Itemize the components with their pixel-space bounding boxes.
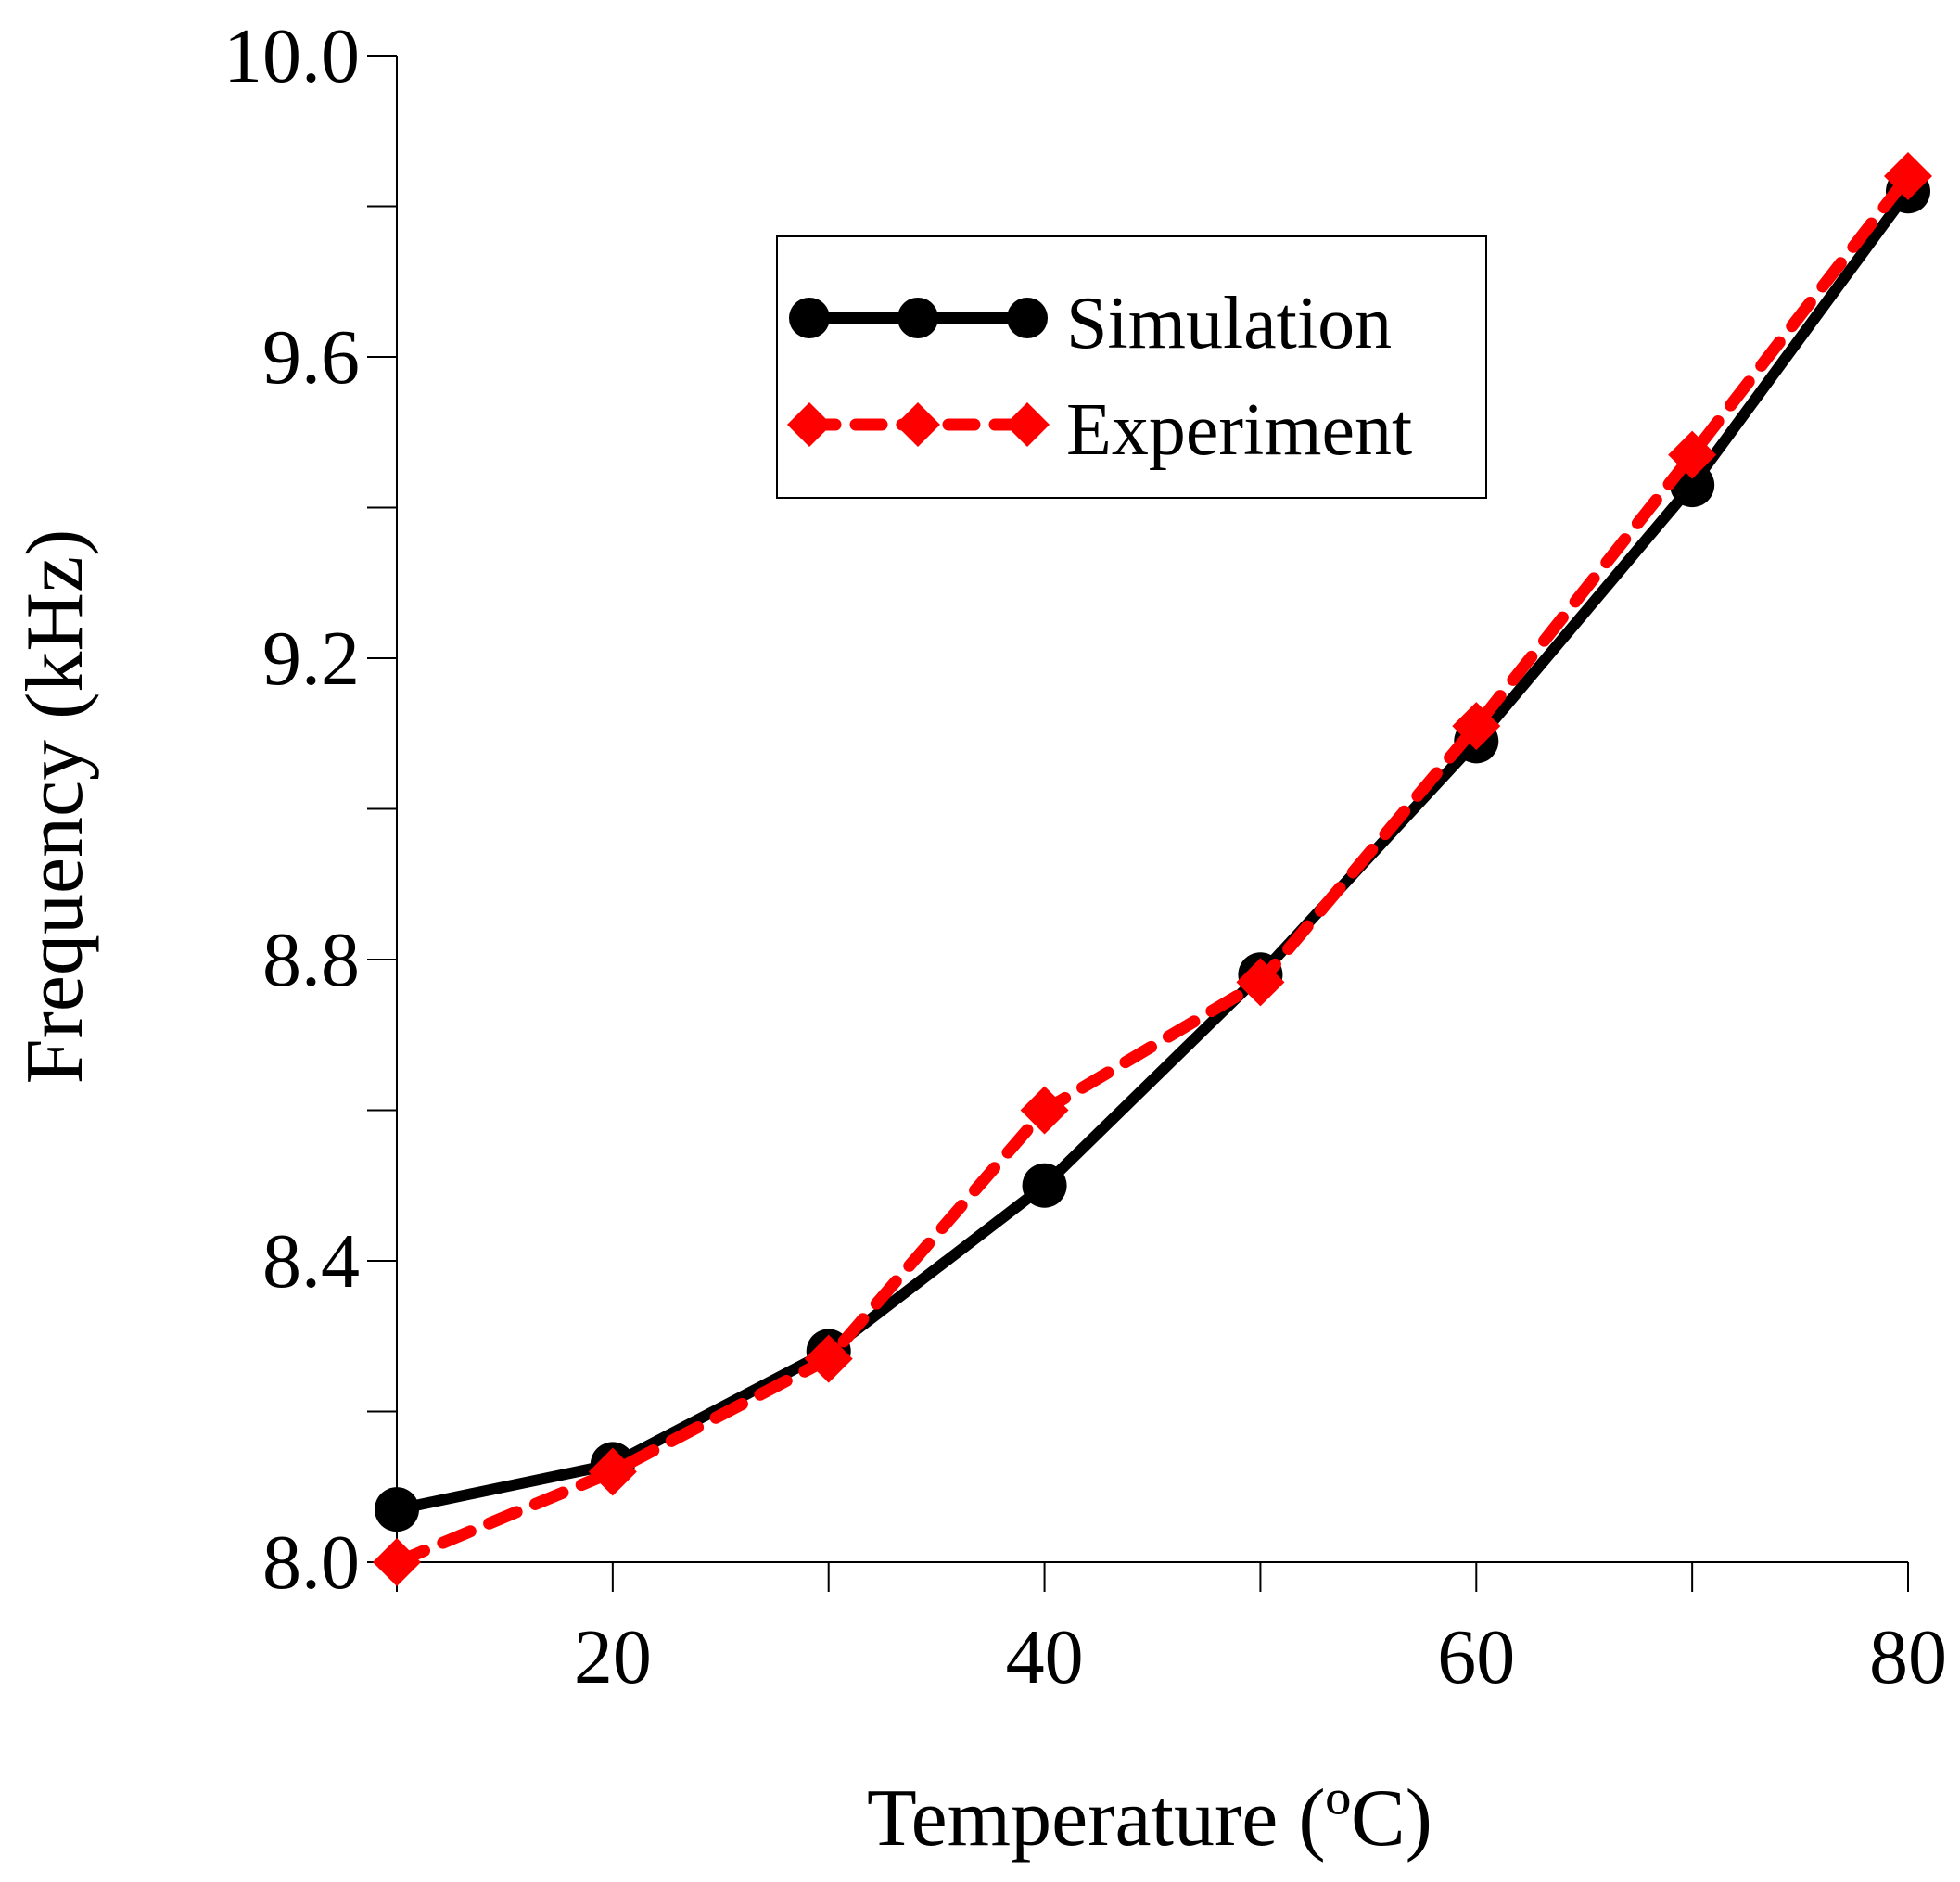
legend-marker-experiment: [896, 402, 940, 447]
y-tick-label: 8.8: [262, 917, 360, 1003]
y-tick-label: 9.6: [262, 314, 360, 401]
legend-marker-simulation: [789, 298, 830, 338]
y-tick-label: 8.0: [262, 1520, 360, 1606]
data-point-experiment: [1452, 702, 1501, 751]
data-point-experiment: [1236, 958, 1285, 1007]
x-tick-label: 80: [1869, 1614, 1947, 1700]
legend-label-experiment: Experiment: [1066, 389, 1412, 471]
data-point-simulation: [1022, 1163, 1067, 1208]
series-layer: [373, 152, 1932, 1586]
series-experiment: [373, 152, 1932, 1586]
y-tick-label: 10.0: [223, 13, 360, 99]
y-tick-label: 9.2: [262, 616, 360, 702]
data-point-experiment: [1020, 1086, 1069, 1135]
data-point-experiment: [1668, 430, 1717, 479]
x-tick-label: 20: [574, 1614, 652, 1700]
legend-item-simulation: Simulation: [789, 283, 1392, 364]
data-point-experiment: [1884, 152, 1932, 200]
legend: Simulation Experiment: [776, 235, 1487, 499]
series-line-simulation: [395, 187, 1913, 1515]
legend-marker-experiment: [1005, 402, 1050, 447]
ticks: 8.0 8.4 8.8 9.2 9.6 10.0 20 40 60 80: [223, 13, 1947, 1700]
y-axis-title: Frequency (kHz): [10, 529, 100, 1085]
data-point-simulation: [375, 1487, 419, 1532]
legend-item-experiment: Experiment: [787, 389, 1412, 471]
legend-marker-simulation: [897, 298, 938, 338]
legend-label-simulation: Simulation: [1066, 283, 1392, 364]
legend-box: [776, 235, 1487, 499]
x-axis-title: Temperature (ºC): [867, 1774, 1432, 1863]
legend-marker-experiment: [787, 402, 832, 447]
data-point-experiment: [588, 1447, 637, 1496]
x-tick-label: 40: [1006, 1614, 1084, 1700]
series-line-experiment: [390, 170, 1915, 1569]
y-tick-label: 8.4: [262, 1218, 360, 1304]
x-tick-label: 60: [1437, 1614, 1515, 1700]
data-point-experiment: [373, 1538, 421, 1586]
data-point-experiment: [804, 1334, 853, 1383]
legend-marker-simulation: [1007, 298, 1048, 338]
